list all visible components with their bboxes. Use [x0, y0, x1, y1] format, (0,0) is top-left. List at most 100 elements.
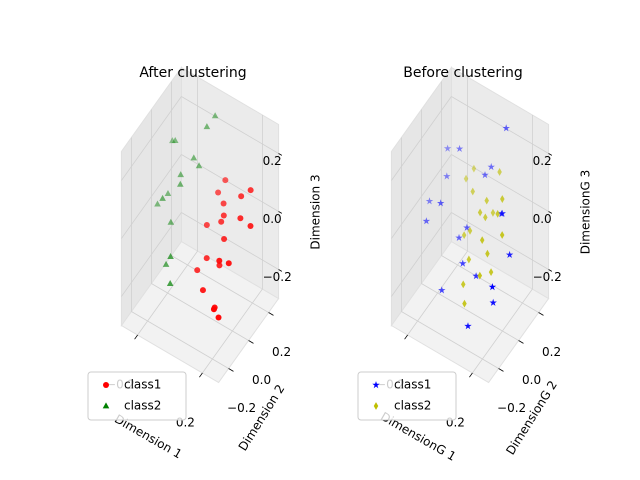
data-point	[497, 168, 502, 176]
z-axis-label: Dimension 3	[309, 174, 323, 249]
data-point	[499, 231, 505, 239]
data-point	[194, 267, 201, 274]
data-point	[425, 197, 434, 205]
tick-mark	[498, 368, 504, 372]
tick-mark	[134, 334, 138, 340]
data-point	[225, 260, 232, 267]
data-point	[487, 163, 495, 171]
legend-marker	[372, 381, 380, 389]
data-point	[471, 164, 477, 173]
data-point	[481, 171, 489, 179]
y-tick-label: −0.2	[227, 401, 256, 415]
data-point	[463, 174, 469, 183]
data-point	[171, 136, 179, 143]
z-axis-label: DimensionG 3	[579, 170, 593, 255]
tick-mark	[278, 153, 283, 156]
grid-line	[451, 96, 549, 154]
data-point	[505, 250, 514, 258]
legend-box	[357, 371, 457, 421]
tick-mark	[278, 269, 283, 272]
tick-mark	[538, 312, 544, 316]
data-point	[477, 208, 483, 217]
data-point	[237, 215, 244, 222]
y-tick-label: 0.2	[272, 345, 291, 359]
y-tick-label: −0.2	[497, 401, 526, 415]
data-point	[190, 154, 198, 161]
data-point	[162, 260, 170, 267]
data-point	[455, 144, 464, 152]
data-point	[485, 249, 490, 258]
grid-line	[181, 154, 279, 212]
grid-line	[131, 311, 229, 369]
grid-line	[171, 255, 269, 313]
data-point	[203, 255, 210, 262]
tick-mark	[548, 211, 553, 214]
data-point	[479, 236, 485, 244]
grid-line	[451, 212, 549, 270]
data-point	[218, 218, 225, 225]
legend-marker	[103, 382, 109, 388]
data-point	[199, 287, 206, 294]
data-point	[216, 262, 223, 269]
data-point	[238, 193, 245, 200]
data-point	[463, 223, 471, 231]
data-point	[221, 235, 228, 242]
data-point	[437, 199, 445, 207]
data-point	[247, 223, 254, 230]
data-point	[467, 226, 473, 235]
data-point	[177, 180, 184, 187]
data-point	[164, 189, 172, 196]
legend-label: class2	[124, 399, 161, 413]
data-point	[490, 208, 496, 217]
grid-line	[181, 96, 279, 154]
grid-line	[391, 154, 452, 239]
y-tick-label: 0.0	[522, 373, 541, 387]
data-point	[502, 124, 510, 132]
grid-line	[441, 255, 539, 313]
z-tick-label: −0.2	[263, 270, 292, 284]
data-point	[195, 162, 203, 169]
y-axis-label: DimensionG 2	[503, 378, 560, 457]
tick-mark	[199, 372, 203, 378]
data-point	[460, 280, 466, 289]
tick-mark	[548, 269, 553, 272]
tick-mark	[268, 312, 274, 316]
data-point	[203, 123, 211, 130]
tick-mark	[469, 372, 473, 378]
data-point	[215, 189, 222, 196]
data-point	[483, 213, 488, 222]
legend-label: class2	[394, 399, 431, 413]
data-point	[497, 209, 506, 217]
data-point	[461, 231, 467, 240]
data-point	[443, 144, 452, 152]
z-tick-label: −0.2	[533, 270, 562, 284]
z-tick-label: 0.2	[533, 154, 552, 168]
grid-line	[391, 96, 452, 181]
data-point	[167, 218, 175, 225]
data-point	[220, 200, 227, 207]
data-point	[484, 196, 489, 205]
legend-box	[87, 371, 187, 421]
data-point	[159, 194, 166, 201]
chart-title: Before clustering	[403, 65, 523, 81]
data-point	[470, 187, 476, 196]
data-point	[177, 171, 184, 178]
data-point	[220, 212, 227, 219]
data-point	[222, 177, 229, 184]
grid-line	[121, 154, 182, 239]
data-point	[495, 210, 500, 218]
data-point	[459, 259, 467, 267]
grid-line	[181, 212, 279, 270]
grid-line	[391, 212, 452, 297]
data-point	[203, 222, 210, 229]
y-tick-label: 0.0	[252, 373, 271, 387]
data-point	[169, 137, 176, 144]
legend-label: class1	[124, 378, 161, 392]
data-point	[211, 112, 219, 119]
data-point	[477, 271, 483, 280]
data-point	[443, 172, 451, 180]
z-tick-label: 0.2	[263, 154, 282, 168]
data-point	[472, 272, 480, 280]
data-point	[166, 279, 174, 286]
